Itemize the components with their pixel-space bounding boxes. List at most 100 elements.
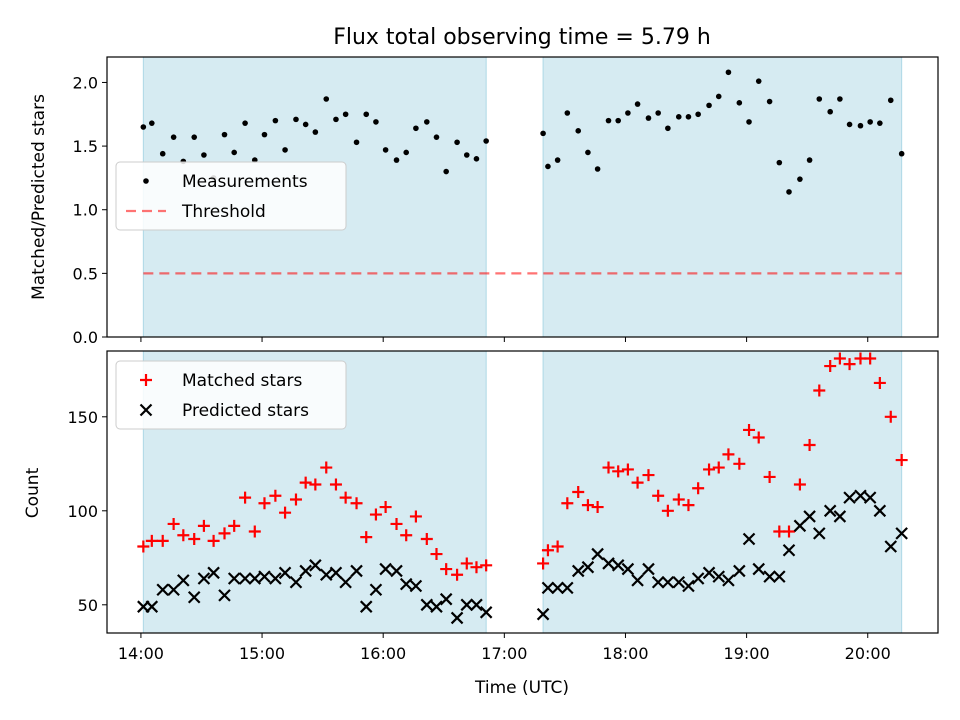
data-point bbox=[833, 510, 847, 523]
data-point bbox=[409, 579, 423, 593]
data-point bbox=[685, 114, 692, 120]
data-point bbox=[611, 559, 625, 572]
data-point bbox=[712, 461, 725, 474]
data-point bbox=[420, 533, 433, 545]
data-point bbox=[665, 125, 671, 132]
data-point bbox=[554, 157, 561, 163]
data-point bbox=[763, 570, 776, 583]
data-point bbox=[884, 540, 898, 553]
legend-label: Measurements bbox=[182, 172, 308, 192]
data-point bbox=[156, 583, 170, 597]
x-tick-label: 14:00 bbox=[118, 644, 164, 663]
data-point bbox=[227, 572, 241, 585]
data-point bbox=[746, 119, 752, 125]
data-point bbox=[581, 499, 594, 512]
data-point bbox=[473, 156, 480, 162]
data-point bbox=[188, 533, 201, 545]
matched-stars-series bbox=[137, 352, 908, 581]
data-point bbox=[197, 572, 211, 585]
data-point bbox=[463, 152, 470, 158]
data-point bbox=[390, 564, 403, 578]
y-tick-label: 100 bbox=[67, 502, 98, 521]
data-point bbox=[450, 611, 464, 625]
axes-frame bbox=[106, 350, 939, 634]
data-point bbox=[299, 476, 312, 489]
data-point bbox=[289, 575, 303, 589]
data-point bbox=[634, 101, 641, 107]
data-point bbox=[873, 376, 886, 389]
data-point bbox=[722, 448, 735, 461]
data-point bbox=[843, 358, 856, 371]
data-point bbox=[460, 598, 474, 612]
data-point bbox=[329, 566, 343, 580]
x-tick-label: 16:00 bbox=[360, 644, 406, 663]
data-point bbox=[551, 581, 564, 595]
data-point bbox=[691, 572, 705, 585]
observing-window-2 bbox=[542, 350, 903, 634]
legend-label: Predicted stars bbox=[182, 401, 309, 421]
data-point bbox=[238, 572, 252, 585]
data-point bbox=[145, 534, 158, 547]
data-point bbox=[867, 119, 873, 125]
data-point bbox=[827, 108, 833, 115]
x-tick-label: 18:00 bbox=[602, 644, 648, 663]
data-point bbox=[877, 120, 883, 126]
data-point bbox=[167, 583, 180, 597]
data-point bbox=[672, 493, 685, 506]
data-point bbox=[342, 111, 349, 118]
legend: Matched stars Predicted stars bbox=[115, 360, 347, 430]
data-point bbox=[443, 168, 449, 175]
data-point bbox=[602, 461, 615, 474]
data-point bbox=[773, 570, 786, 583]
data-point bbox=[350, 564, 363, 578]
measurements-series bbox=[140, 69, 905, 195]
data-point bbox=[895, 454, 908, 467]
data-point bbox=[393, 157, 400, 163]
data-point bbox=[369, 583, 383, 597]
data-point bbox=[782, 544, 796, 557]
data-point bbox=[898, 150, 905, 157]
data-point bbox=[575, 128, 582, 134]
data-point bbox=[483, 138, 489, 144]
data-point bbox=[806, 157, 813, 163]
data-point bbox=[594, 166, 601, 172]
data-point bbox=[470, 598, 483, 612]
data-point bbox=[323, 96, 330, 102]
data-point bbox=[536, 607, 550, 621]
data-point bbox=[379, 501, 392, 514]
data-point bbox=[692, 482, 705, 495]
data-point bbox=[706, 102, 712, 109]
data-point bbox=[551, 540, 564, 553]
data-point bbox=[149, 120, 155, 126]
legend-box bbox=[115, 161, 347, 231]
data-point bbox=[460, 557, 473, 570]
data-point bbox=[231, 149, 237, 156]
data-point bbox=[816, 96, 823, 102]
data-point bbox=[137, 540, 150, 553]
y-tick-label: 50 bbox=[78, 596, 98, 615]
x-tick-label: 17:00 bbox=[481, 644, 527, 663]
y-axis-label-ratio: Matched/Predicted stars bbox=[29, 94, 49, 300]
data-point bbox=[621, 562, 635, 576]
data-point bbox=[652, 489, 665, 502]
data-point bbox=[353, 139, 360, 146]
data-point bbox=[661, 504, 674, 517]
data-point bbox=[651, 575, 665, 589]
data-point bbox=[873, 504, 887, 518]
observing-window-2 bbox=[542, 56, 903, 338]
y-tick-label: 150 bbox=[67, 408, 98, 427]
data-point bbox=[221, 131, 228, 138]
data-point bbox=[269, 489, 282, 502]
data-point bbox=[786, 189, 792, 195]
data-point bbox=[433, 134, 440, 140]
data-point bbox=[170, 134, 177, 140]
x-tick-label: 20:00 bbox=[845, 644, 891, 663]
data-point bbox=[712, 570, 726, 583]
y-axis-label-count: Count bbox=[23, 467, 43, 518]
data-point bbox=[621, 463, 634, 476]
legend-label: Matched stars bbox=[182, 371, 302, 391]
data-point bbox=[682, 579, 695, 593]
predicted-stars-series bbox=[137, 489, 908, 625]
data-point bbox=[703, 463, 716, 476]
data-point bbox=[581, 560, 595, 574]
